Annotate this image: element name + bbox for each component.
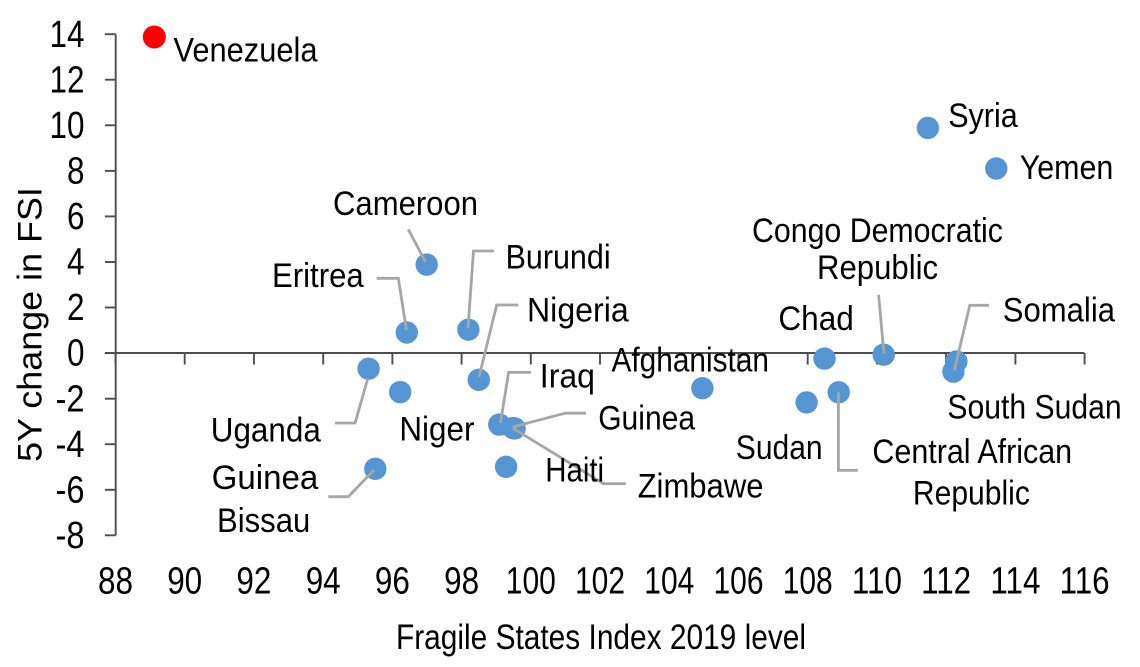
svg-text:Guinea: Guinea xyxy=(598,399,695,437)
svg-text:South Sudan: South Sudan xyxy=(947,389,1121,427)
svg-text:Republic: Republic xyxy=(817,249,938,287)
svg-text:2: 2 xyxy=(67,287,85,329)
svg-text:Bissau: Bissau xyxy=(217,502,310,540)
svg-text:Venezuela: Venezuela xyxy=(174,31,318,69)
svg-text:Sudan: Sudan xyxy=(736,429,823,467)
svg-text:Cameroon: Cameroon xyxy=(333,185,478,223)
svg-text:Uganda: Uganda xyxy=(211,411,321,449)
svg-text:116: 116 xyxy=(1060,561,1110,603)
svg-text:108: 108 xyxy=(783,561,833,603)
svg-text:Fragile States Index 2019 leve: Fragile States Index 2019 level xyxy=(396,617,806,657)
svg-text:8: 8 xyxy=(67,151,85,193)
svg-text:6: 6 xyxy=(67,196,85,238)
svg-text:0: 0 xyxy=(67,333,85,375)
svg-text:102: 102 xyxy=(575,561,625,603)
svg-text:Somalia: Somalia xyxy=(1003,292,1115,330)
svg-text:104: 104 xyxy=(644,561,694,603)
svg-text:110: 110 xyxy=(852,561,902,603)
svg-text:Central African: Central African xyxy=(872,433,1072,471)
svg-text:Republic: Republic xyxy=(913,475,1030,513)
svg-text:112: 112 xyxy=(921,561,971,603)
svg-text:Syria: Syria xyxy=(948,97,1018,135)
svg-text:100: 100 xyxy=(506,561,556,603)
svg-text:10: 10 xyxy=(50,105,85,147)
svg-text:-6: -6 xyxy=(56,469,85,511)
svg-text:-2: -2 xyxy=(56,378,85,420)
svg-text:Afghanistan: Afghanistan xyxy=(612,342,770,380)
svg-text:92: 92 xyxy=(236,561,271,603)
svg-text:Eritrea: Eritrea xyxy=(272,257,364,295)
svg-text:106: 106 xyxy=(714,561,764,603)
svg-text:Niger: Niger xyxy=(399,410,474,448)
svg-text:98: 98 xyxy=(444,561,479,603)
svg-text:Yemen: Yemen xyxy=(1020,149,1114,187)
svg-text:90: 90 xyxy=(167,561,202,603)
svg-text:88: 88 xyxy=(98,561,133,603)
svg-text:114: 114 xyxy=(990,561,1040,603)
svg-text:Burundi: Burundi xyxy=(506,239,611,277)
svg-text:12: 12 xyxy=(50,59,85,101)
svg-text:94: 94 xyxy=(306,561,341,603)
svg-text:Guinea: Guinea xyxy=(212,459,319,497)
svg-text:-4: -4 xyxy=(56,424,85,466)
svg-text:Chad: Chad xyxy=(778,300,853,338)
svg-text:Zimbawe: Zimbawe xyxy=(638,468,764,506)
svg-text:Nigeria: Nigeria xyxy=(527,291,629,329)
svg-text:14: 14 xyxy=(50,14,85,56)
svg-text:Haiti: Haiti xyxy=(545,452,604,490)
svg-text:4: 4 xyxy=(67,242,85,284)
svg-text:Congo Democratic: Congo Democratic xyxy=(752,212,1003,250)
svg-text:-8: -8 xyxy=(56,515,85,557)
svg-text:5Y change in FSI: 5Y change in FSI xyxy=(12,187,50,462)
svg-text:96: 96 xyxy=(375,561,410,603)
svg-text:Iraq: Iraq xyxy=(540,357,595,395)
